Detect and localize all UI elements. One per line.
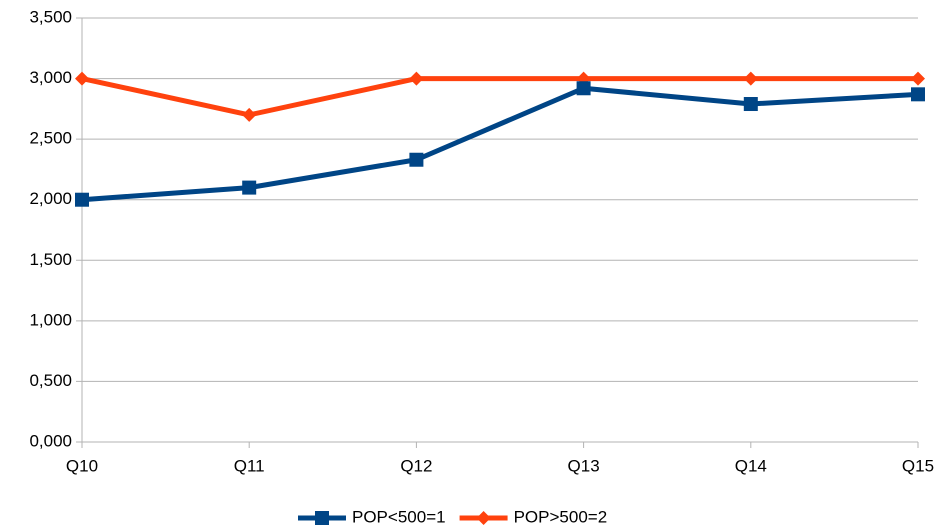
marker — [576, 81, 591, 96]
x-tick-label: Q14 — [735, 456, 767, 475]
legend-marker — [315, 511, 329, 525]
series-line — [81, 76, 918, 118]
y-tick-label: 0,500 — [29, 371, 72, 390]
series-line — [81, 85, 919, 203]
y-tick-label: 2,500 — [29, 129, 72, 148]
y-tick-label: 3,500 — [29, 7, 72, 26]
marker — [242, 107, 257, 122]
legend-item: POP>500=2 — [459, 507, 608, 526]
marker — [409, 71, 424, 86]
legend-marker — [476, 511, 491, 525]
y-tick-label: 1,000 — [29, 310, 72, 329]
legend-label: POP<500=1 — [352, 507, 446, 526]
marker — [911, 87, 925, 102]
x-tick-label: Q12 — [400, 456, 432, 475]
y-tick-label: 3,000 — [29, 68, 72, 87]
marker — [911, 71, 925, 86]
y-tick-label: 1,500 — [29, 250, 72, 269]
x-tick-label: Q13 — [568, 456, 600, 475]
marker — [242, 180, 257, 195]
marker — [75, 192, 89, 207]
y-tick-label: 0,000 — [29, 431, 72, 450]
marker — [75, 71, 89, 86]
marker — [743, 97, 758, 112]
y-tick-label: 2,000 — [29, 189, 72, 208]
legend-label: POP>500=2 — [514, 507, 608, 526]
x-tick-label: Q15 — [902, 456, 934, 475]
marker — [409, 152, 424, 167]
x-tick-label: Q10 — [66, 456, 98, 475]
legend-item: POP<500=1 — [298, 507, 446, 526]
marker — [743, 71, 758, 86]
x-tick-label: Q11 — [234, 456, 265, 475]
